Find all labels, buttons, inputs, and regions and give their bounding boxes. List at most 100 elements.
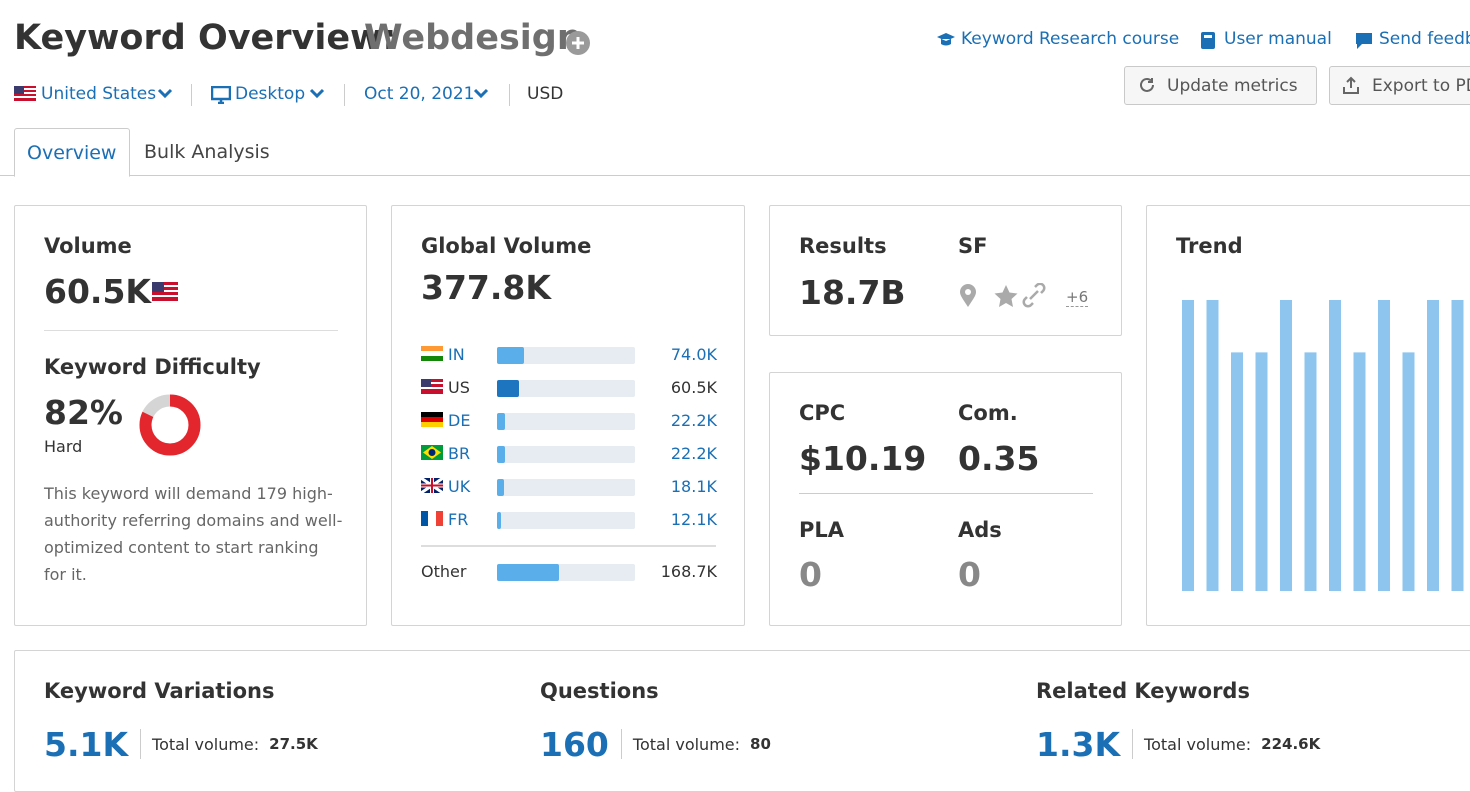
value: 1.3K [1036,725,1121,764]
trend-card: Trend [1146,205,1470,626]
export-icon [1343,76,1359,94]
bar-track [497,446,635,463]
sf-icons [960,283,1046,308]
description: This keyword will demand 179 high-author… [44,484,343,584]
bar [497,512,502,529]
button-label: Export to PD [1372,76,1470,96]
country-code: BR [448,444,471,463]
trend-bar [1378,300,1390,591]
label: Results [799,234,887,258]
country-code: US [448,378,470,397]
refresh-icon [1140,77,1154,92]
bar-track [497,479,635,496]
course-icon [937,33,955,46]
trend-chart [1182,300,1464,591]
export-button[interactable]: Export to PD [1329,66,1470,105]
country-code: DE [448,411,471,430]
tab-label: Overview [27,142,117,164]
bar [497,413,506,430]
value: 60.5K [44,272,151,311]
bar-track [497,380,635,397]
date-filter[interactable]: Oct 20, 2021 [364,84,475,104]
manual-icon [1201,32,1215,49]
total-label: Total volume: [1144,735,1252,754]
trend-bar [1402,352,1415,591]
volume-card: Volume 60.5K Keyword Difficulty 82% Hard… [14,205,367,626]
country-filter[interactable]: United States [41,84,157,104]
chevron [473,88,489,99]
chevron [157,88,173,99]
link[interactable]: User manual [1224,29,1332,49]
cpc-card: CPC $10.19 Com. 0.35 PLA 0 Ads 0 [769,372,1122,626]
link[interactable]: Send feedb [1379,29,1470,49]
summary-card: Keyword Variations 5.1K Total volume: 27.5K… [14,650,1470,792]
title: Keyword Overview: [14,18,397,58]
global-volume-card: Global Volume 377.8K IN 74.0K US 60.5K DE 22.… [391,205,745,626]
trend-bar [1182,300,1194,591]
us-flag [152,282,178,301]
update-button[interactable]: Update metrics [1124,66,1317,105]
sf-more[interactable]: +6 [1066,288,1089,307]
value: 377.8K [421,268,551,307]
bar-value: 168.7K [660,562,717,581]
label: Com. [958,401,1018,425]
trend-bar [1206,300,1219,591]
feedback-icon [1356,33,1372,49]
add-icon[interactable] [566,31,590,55]
bar-track [497,413,635,430]
country-code: IN [448,345,465,364]
value: 5.1K [44,725,129,764]
divider [140,729,142,759]
label: CPC [799,401,846,425]
divider [44,330,338,331]
bar [497,446,506,463]
tab-active[interactable]: Overview [14,128,130,177]
value: 82% [44,393,123,432]
tab[interactable]: Bulk Analysis [144,141,270,163]
country-code: UK [448,477,471,496]
currency: USD [527,84,564,104]
bar-value: 22.2K [670,411,717,430]
label: PLA [799,518,845,542]
bar-value: 22.2K [670,444,717,463]
label: Trend [1176,234,1243,258]
button-label: Update metrics [1167,76,1298,96]
device-filter[interactable]: Desktop [235,84,306,104]
chevron [309,88,325,99]
trend-bar [1255,352,1268,591]
bar-track [497,512,635,529]
bar-value: 74.0K [670,345,717,364]
label: Related Keywords [1036,679,1250,703]
link[interactable]: Keyword Research course [961,29,1180,49]
label: Keyword Variations [44,679,275,703]
divider [421,545,716,547]
bar-value: 18.1K [670,477,717,496]
total-value: 80 [750,735,771,753]
desktop-icon [211,86,231,104]
bar [497,564,559,581]
value: 160 [540,725,609,764]
trend-bar [1231,352,1243,591]
bar-value: 12.1K [670,510,717,529]
tab-border [0,175,1470,176]
divider [1132,729,1134,759]
bar-value: 60.5K [670,378,717,397]
value: 0.35 [958,439,1040,478]
total-value: 224.6K [1261,735,1321,753]
flags [421,346,443,526]
label: Questions [540,679,659,703]
level: Hard [44,437,83,456]
value: 0 [799,555,822,594]
trend-bar [1280,300,1292,591]
separator [191,84,192,106]
trend-bar [1427,300,1439,591]
total-label: Total volume: [152,735,260,754]
value: $10.19 [799,439,927,478]
keyword: Webdesign [364,18,582,58]
page: Keyword Overview: Webdesign Keyword Rese… [0,18,1470,792]
difficulty-donut [139,394,201,456]
bar [497,380,520,397]
country-code: FR [448,510,469,529]
value: 18.7B [799,273,906,312]
donut-value [139,394,201,456]
